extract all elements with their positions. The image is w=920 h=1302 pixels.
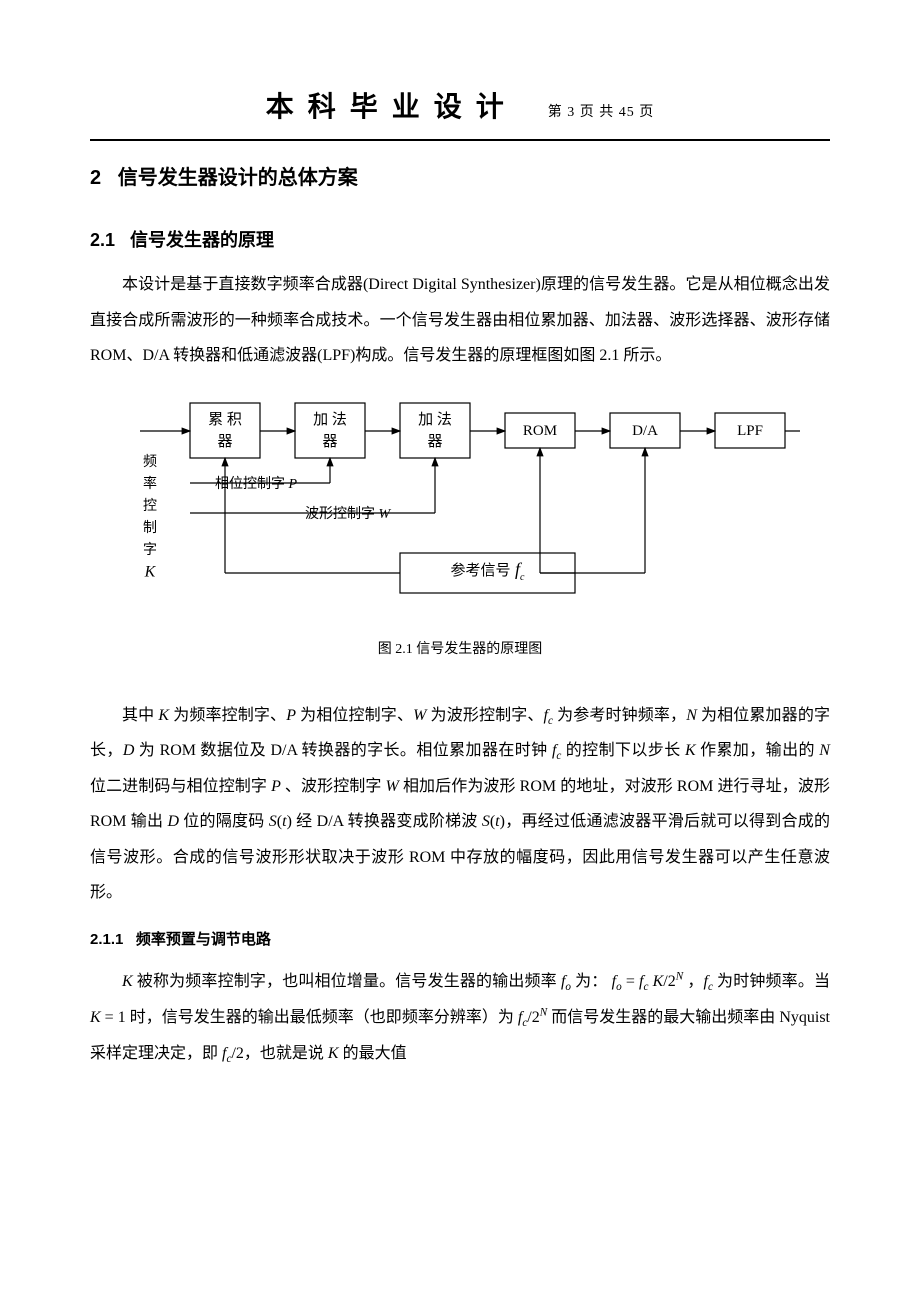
svg-text:率: 率 xyxy=(143,475,157,492)
svg-text:D/A: D/A xyxy=(632,423,658,439)
svg-text:制: 制 xyxy=(143,520,157,536)
svg-text:器: 器 xyxy=(427,434,442,450)
svg-text:加 法: 加 法 xyxy=(313,411,347,428)
svg-text:波形控制字 W: 波形控制字 W xyxy=(305,506,392,522)
page-current: 3 xyxy=(567,105,575,120)
svg-text:器: 器 xyxy=(217,434,232,450)
subsubsection-title: 频率预置与调节电路 xyxy=(136,931,271,948)
svg-text:字: 字 xyxy=(143,542,157,558)
header-title: 本科毕业设计 xyxy=(266,80,518,133)
svg-text:控: 控 xyxy=(143,498,157,514)
svg-text:ROM: ROM xyxy=(523,423,557,439)
subsubsection-heading: 2.1.1 频率预置与调节电路 xyxy=(90,926,830,955)
page-prefix: 第 xyxy=(548,105,563,120)
header-pagination: 第 3 页 共 45 页 xyxy=(548,100,655,127)
svg-text:相位控制字 P: 相位控制字 P xyxy=(215,476,298,492)
paragraph-1: 本设计是基于直接数字频率合成器(Direct Digital Synthesiz… xyxy=(90,267,830,373)
paragraph-3: K 被称为频率控制字，也叫相位增量。信号发生器的输出频率 fo 为： fo = … xyxy=(90,964,830,1071)
page-header: 本科毕业设计 第 3 页 共 45 页 xyxy=(90,80,830,141)
subsection-heading: 2.1 信号发生器的原理 xyxy=(90,223,830,257)
svg-text:频: 频 xyxy=(143,454,157,470)
block-diagram: 累 积器 加 法器 加 法器 ROM D/A LPF 参考信号 fc 相位控制字 P 波形控制字… xyxy=(90,393,830,623)
subsubsection-num: 2.1.1 xyxy=(90,931,123,948)
section-title: 信号发生器设计的总体方案 xyxy=(118,167,358,189)
diagram-svg: 累 积器 加 法器 加 法器 ROM D/A LPF 参考信号 fc 相位控制字 P 波形控制字… xyxy=(120,393,800,623)
page-total: 45 xyxy=(619,105,635,120)
svg-text:累 积: 累 积 xyxy=(208,411,242,428)
section-heading: 2 信号发生器设计的总体方案 xyxy=(90,159,830,197)
subsection-num: 2.1 xyxy=(90,230,115,250)
subsection-title: 信号发生器的原理 xyxy=(130,230,274,250)
svg-text:K: K xyxy=(144,564,157,581)
page-mid: 页 共 xyxy=(580,105,615,120)
page-suffix: 页 xyxy=(639,105,654,120)
section-num: 2 xyxy=(90,167,101,189)
svg-text:加 法: 加 法 xyxy=(418,411,452,428)
svg-text:器: 器 xyxy=(322,434,337,450)
svg-text:LPF: LPF xyxy=(737,423,763,439)
figure-caption: 图 2.1 信号发生器的原理图 xyxy=(90,637,830,664)
paragraph-2: 其中 K 为频率控制字、P 为相位控制字、W 为波形控制字、fc 为参考时钟频率… xyxy=(90,698,830,910)
svg-text:参考信号 fc: 参考信号 fc xyxy=(451,559,526,583)
